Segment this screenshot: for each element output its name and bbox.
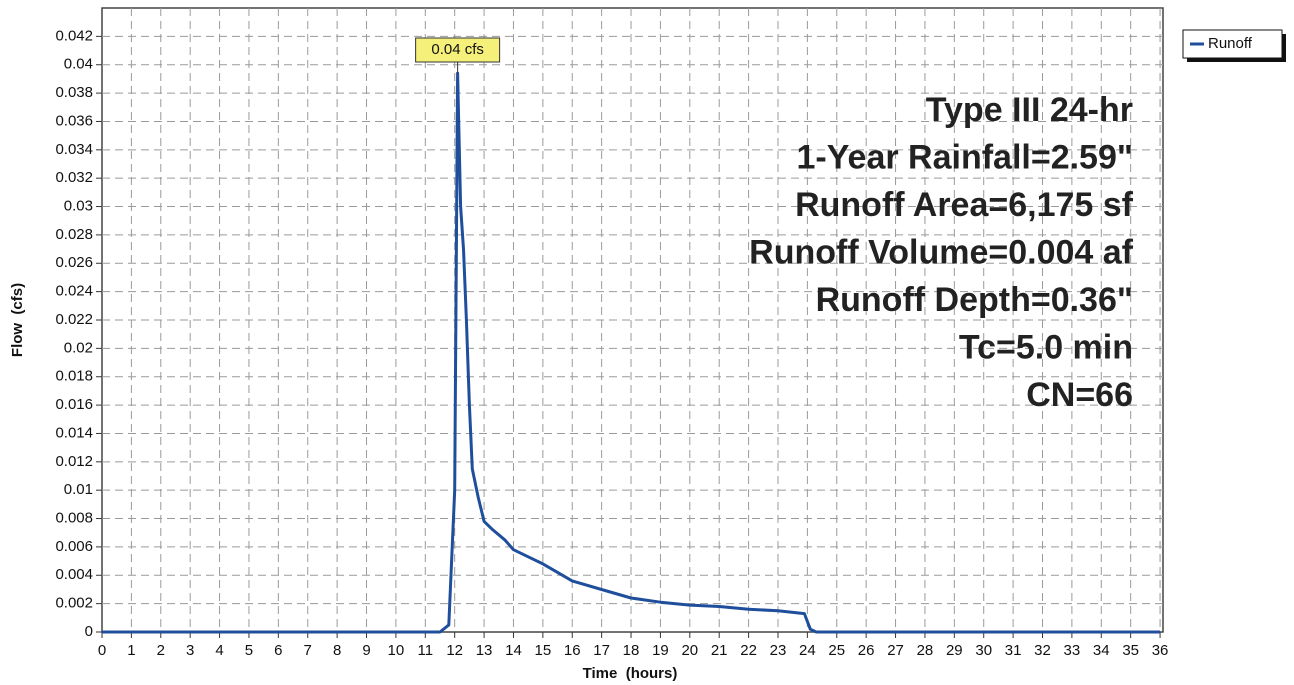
x-tick-label: 4 [215, 642, 223, 659]
y-tick-label: 0.004 [55, 566, 93, 583]
y-tick-label: 0.04 [64, 56, 93, 73]
x-tick-label: 12 [446, 642, 463, 659]
legend-label: Runoff [1208, 35, 1253, 52]
x-tick-label: 10 [388, 642, 405, 659]
x-tick-label: 15 [535, 642, 552, 659]
y-tick-label: 0.038 [55, 84, 93, 101]
y-tick-label: 0.022 [55, 311, 93, 328]
x-tick-label: 11 [418, 642, 434, 659]
x-tick-label: 17 [593, 642, 610, 659]
x-tick-label: 35 [1122, 642, 1139, 659]
x-tick-label: 26 [858, 642, 875, 659]
y-axis-label: Flow (cfs) [9, 283, 26, 357]
peak-label: 0.04 cfs [431, 41, 484, 58]
x-tick-label: 23 [770, 642, 787, 659]
annotation: Type III 24-hr [926, 91, 1133, 129]
y-tick-label: 0.01 [64, 481, 93, 498]
x-axis-label: Time (hours) [583, 665, 678, 682]
y-tick-label: 0.02 [64, 339, 93, 356]
x-tick-label: 25 [828, 642, 845, 659]
y-tick-label: 0.024 [55, 283, 93, 300]
x-tick-label: 9 [362, 642, 370, 659]
x-tick-label: 8 [333, 642, 341, 659]
y-tick-label: 0.034 [55, 141, 93, 158]
x-tick-label: 33 [1064, 642, 1081, 659]
annotation: CN=66 [1026, 376, 1133, 414]
x-tick-label: 14 [505, 642, 522, 659]
y-tick-label: 0.018 [55, 368, 93, 385]
x-tick-label: 22 [740, 642, 757, 659]
x-tick-label: 2 [157, 642, 165, 659]
x-tick-label: 18 [623, 642, 640, 659]
runoff-line [102, 71, 1161, 634]
y-tick-label: 0.026 [55, 254, 93, 271]
y-tick-label: 0.042 [55, 27, 93, 44]
y-tick-label: 0.002 [55, 595, 93, 612]
y-tick-label: 0.032 [55, 169, 93, 186]
x-tick-label: 6 [274, 642, 282, 659]
x-tick-label: 28 [917, 642, 934, 659]
annotation: 1-Year Rainfall=2.59" [797, 138, 1133, 176]
x-tick-label: 1 [127, 642, 135, 659]
x-tick-label: 3 [186, 642, 194, 659]
y-tick-label: 0.036 [55, 112, 93, 129]
x-tick-label: 16 [564, 642, 581, 659]
x-tick-label: 0 [98, 642, 106, 659]
x-tick-label: 19 [652, 642, 669, 659]
y-tick-label: 0.016 [55, 396, 93, 413]
x-tick-label: 32 [1034, 642, 1051, 659]
annotation: Tc=5.0 min [959, 328, 1133, 366]
x-tick-label: 7 [304, 642, 312, 659]
annotation: Runoff Depth=0.36" [816, 281, 1133, 319]
annotation: Runoff Area=6,175 sf [795, 186, 1134, 224]
x-tick-label: 27 [887, 642, 904, 659]
x-tick-label: 30 [975, 642, 992, 659]
y-tick-label: 0.012 [55, 453, 93, 470]
x-tick-label: 13 [476, 642, 493, 659]
x-tick-label: 29 [946, 642, 963, 659]
legend: Runoff [1182, 29, 1286, 62]
peak-label-box [415, 37, 501, 63]
y-tick-label: 0.006 [55, 538, 93, 555]
y-tick-label: 0.014 [55, 424, 93, 441]
x-tick-label: 20 [681, 642, 698, 659]
x-tick-label: 31 [1005, 642, 1022, 659]
y-tick-label: 0 [85, 623, 93, 640]
x-tick-label: 36 [1152, 642, 1169, 659]
x-tick-label: 5 [245, 642, 253, 659]
annotation: Runoff Volume=0.004 af [749, 233, 1134, 271]
x-tick-label: 24 [799, 642, 816, 659]
x-tick-label: 34 [1093, 642, 1110, 659]
y-tick-label: 0.008 [55, 510, 93, 527]
y-tick-label: 0.03 [64, 198, 93, 215]
y-tick-label: 0.028 [55, 226, 93, 243]
x-tick-label: 21 [711, 642, 728, 659]
